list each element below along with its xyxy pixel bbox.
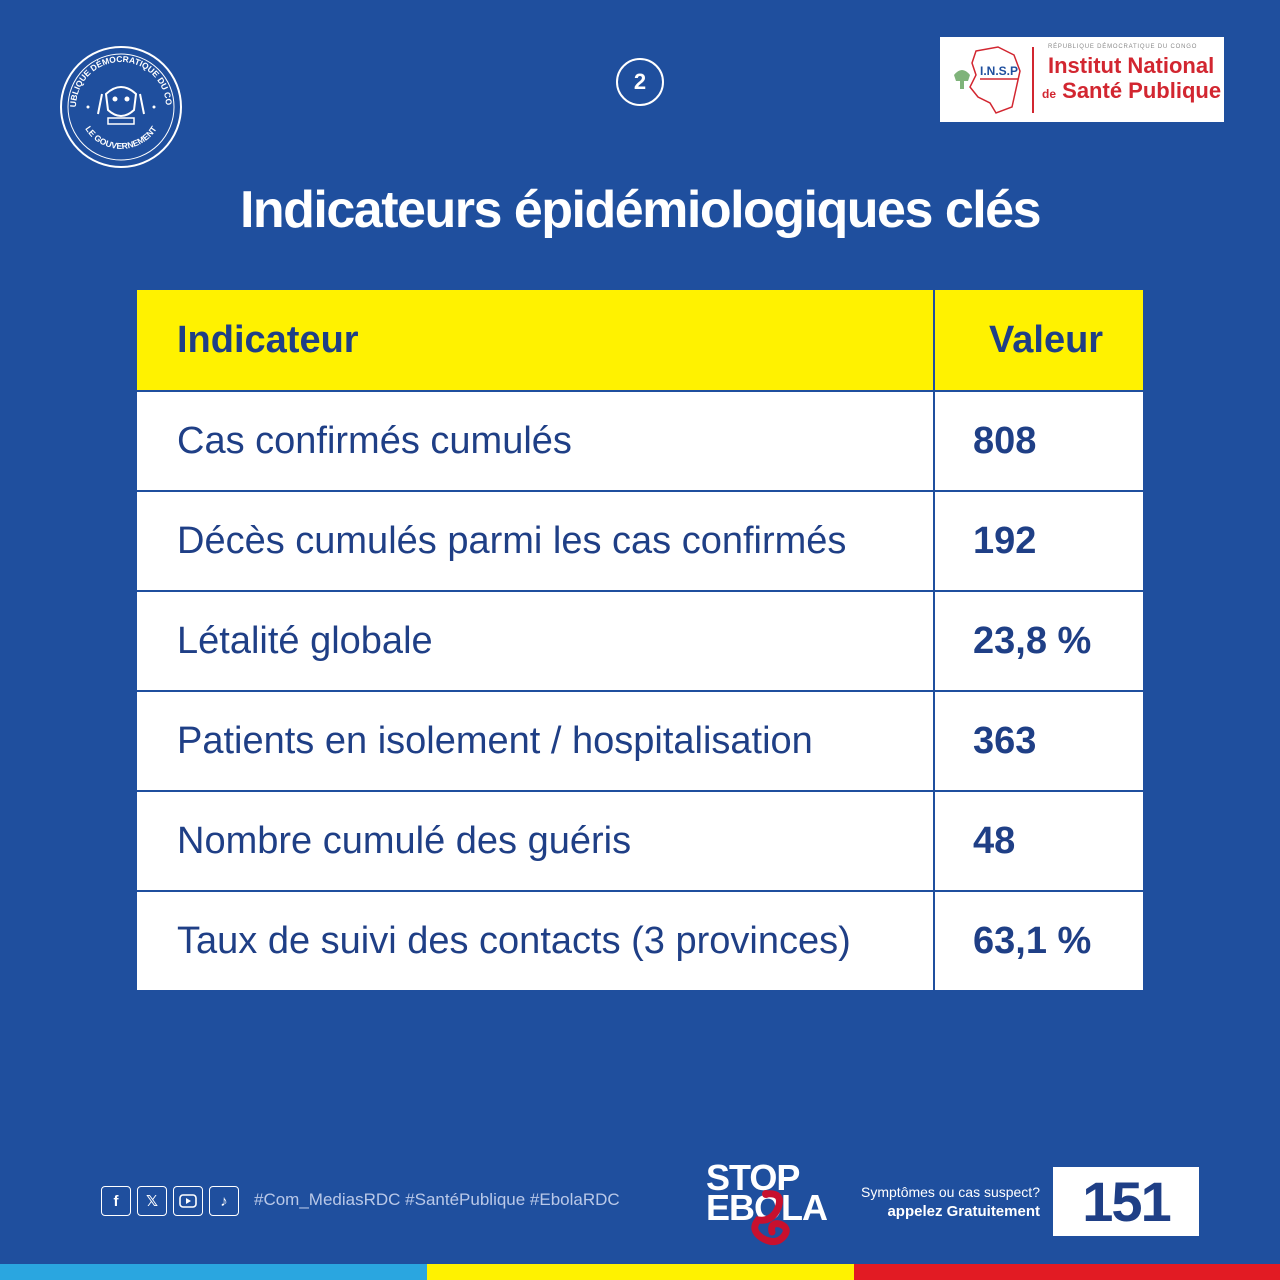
indicator-cell: Nombre cumulé des guéris [137, 792, 935, 890]
value-cell: 192 [935, 492, 1143, 590]
value-cell: 23,8 % [935, 592, 1143, 690]
insp-map-emblem: I.N.S.P [940, 37, 1032, 122]
social-icons: f 𝕏 ♪ [101, 1186, 239, 1216]
svg-text:LE GOUVERNEMENT: LE GOUVERNEMENT [83, 123, 159, 151]
insp-divider [1032, 46, 1034, 113]
stop-ebola-logo: STOP EBOLA [700, 1156, 850, 1256]
insp-name-line2-text: Santé Publique [1062, 78, 1222, 103]
flag-bar-red [854, 1264, 1280, 1280]
indicator-cell: Létalité globale [137, 592, 935, 690]
table-row: Taux de suivi des contacts (3 provinces)… [137, 890, 1143, 990]
indicator-cell: Patients en isolement / hospitalisation [137, 692, 935, 790]
insp-acronym: I.N.S.P [980, 64, 1018, 78]
header-indicator: Indicateur [137, 290, 935, 390]
insp-text-block: RÉPUBLIQUE DÉMOCRATIQUE DU CONGO Institu… [1034, 37, 1224, 122]
value-cell: 808 [935, 392, 1143, 490]
insp-name-line2: de Santé Publique [1042, 78, 1221, 104]
value-cell: 63,1 % [935, 892, 1143, 990]
seal-bottom-text: LE GOUVERNEMENT [83, 123, 159, 151]
insp-logo: I.N.S.P RÉPUBLIQUE DÉMOCRATIQUE DU CONGO… [940, 37, 1224, 122]
indicator-cell: Taux de suivi des contacts (3 provinces) [137, 892, 935, 990]
insp-name-prefix: de [1042, 87, 1057, 101]
youtube-icon[interactable] [173, 1186, 203, 1216]
table-row: Patients en isolement / hospitalisation … [137, 690, 1143, 790]
x-icon[interactable]: 𝕏 [137, 1186, 167, 1216]
indicators-table: Indicateur Valeur Cas confirmés cumulés … [137, 290, 1143, 990]
government-seal-icon: RÉPUBLIQUE DÉMOCRATIQUE DU CONGO LE GOUV… [58, 44, 182, 168]
insp-name-line1: Institut National [1048, 53, 1215, 78]
flag-bar-yellow [427, 1264, 854, 1280]
facebook-icon[interactable]: f [101, 1186, 131, 1216]
page-number: 2 [616, 58, 664, 106]
page-title: Indicateurs épidémiologiques clés [239, 181, 1042, 239]
tiktok-icon[interactable]: ♪ [209, 1186, 239, 1216]
value-cell: 48 [935, 792, 1143, 890]
table-row: Cas confirmés cumulés 808 [137, 390, 1143, 490]
table-row: Nombre cumulé des guéris 48 [137, 790, 1143, 890]
table-row: Létalité globale 23,8 % [137, 590, 1143, 690]
hotline-number: 151 [1053, 1167, 1199, 1236]
hotline-question: Symptômes ou cas suspect? [861, 1184, 1040, 1200]
insp-country-text: RÉPUBLIQUE DÉMOCRATIQUE DU CONGO [1048, 44, 1198, 50]
table-header-row: Indicateur Valeur [137, 290, 1143, 390]
header-value: Valeur [935, 290, 1143, 390]
hashtags: #Com_MediasRDC #SantéPublique #EbolaRDC [254, 1190, 620, 1209]
indicator-cell: Cas confirmés cumulés [137, 392, 935, 490]
table-row: Décès cumulés parmi les cas confirmés 19… [137, 490, 1143, 590]
flag-color-bar [0, 1264, 1280, 1280]
flag-bar-blue [0, 1264, 427, 1280]
indicator-cell: Décès cumulés parmi les cas confirmés [137, 492, 935, 590]
drc-map-icon: I.N.S.P [954, 46, 1021, 114]
stop-text: STOP [706, 1157, 800, 1198]
hotline-call: appelez Gratuitement [887, 1203, 1040, 1220]
value-cell: 363 [935, 692, 1143, 790]
hotline-text: Symptômes ou cas suspect? appelez Gratui… [840, 1183, 1040, 1221]
ebola-virus-icon [751, 1190, 790, 1245]
